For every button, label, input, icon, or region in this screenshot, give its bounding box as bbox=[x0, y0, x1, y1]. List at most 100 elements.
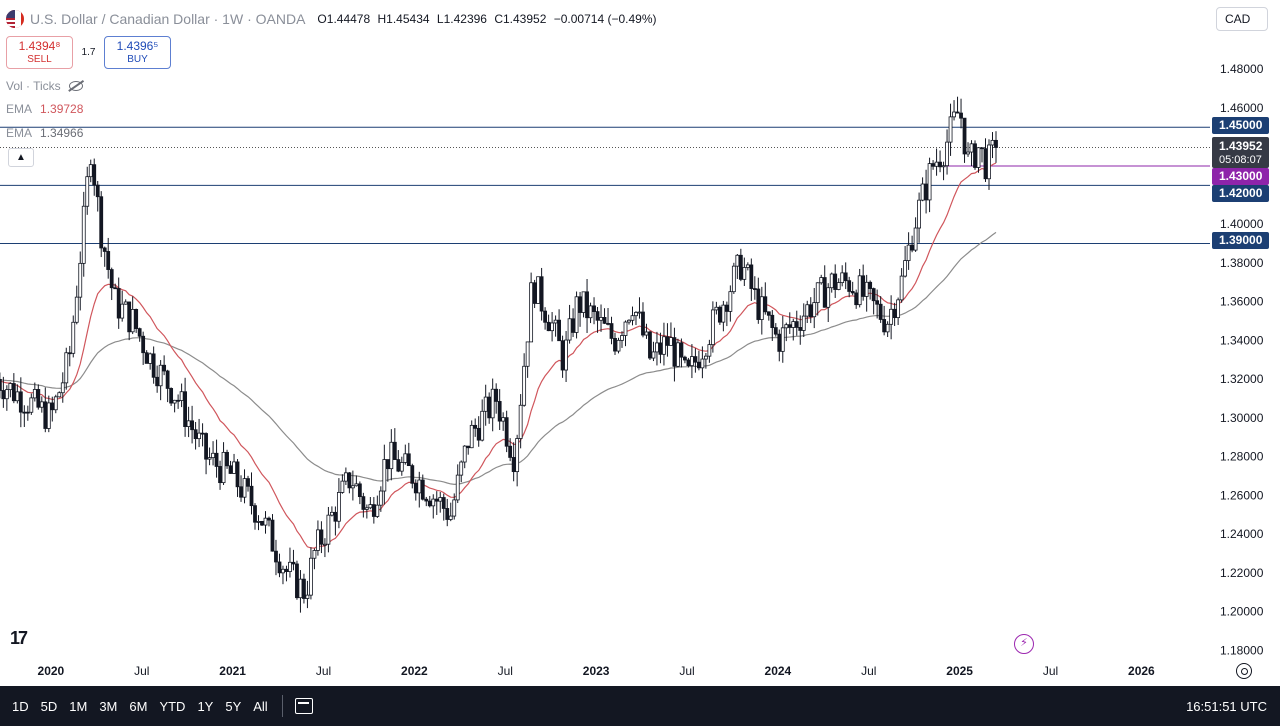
candle[interactable] bbox=[847, 276, 852, 298]
candle[interactable] bbox=[32, 382, 37, 402]
candle[interactable] bbox=[8, 382, 13, 398]
candle[interactable] bbox=[368, 496, 373, 510]
candle[interactable] bbox=[483, 384, 488, 426]
candle[interactable] bbox=[141, 331, 146, 365]
candle[interactable] bbox=[966, 142, 970, 157]
candle[interactable] bbox=[288, 547, 292, 578]
symbol-title[interactable]: U.S. Dollar / Canadian Dollar · 1W · OAN… bbox=[30, 11, 306, 27]
candle[interactable] bbox=[1, 376, 6, 408]
candle[interactable] bbox=[815, 282, 820, 316]
range-1y[interactable]: 1Y bbox=[197, 698, 214, 714]
candle[interactable] bbox=[857, 268, 862, 308]
candle[interactable] bbox=[144, 350, 149, 364]
candle[interactable] bbox=[602, 308, 607, 325]
candle[interactable] bbox=[106, 237, 111, 279]
candle[interactable] bbox=[22, 405, 27, 427]
candle[interactable] bbox=[179, 383, 184, 408]
candle[interactable] bbox=[78, 251, 83, 311]
candle[interactable] bbox=[794, 310, 799, 336]
candle[interactable] bbox=[592, 297, 596, 325]
candle[interactable] bbox=[581, 291, 586, 318]
candle[interactable] bbox=[193, 421, 198, 450]
candle[interactable] bbox=[616, 337, 621, 354]
candle[interactable] bbox=[630, 306, 635, 326]
candle[interactable] bbox=[735, 253, 740, 279]
candle[interactable] bbox=[703, 353, 708, 369]
candle[interactable] bbox=[759, 286, 764, 335]
candle[interactable] bbox=[46, 395, 51, 433]
candle[interactable] bbox=[312, 548, 317, 570]
candle[interactable] bbox=[361, 492, 366, 518]
candle[interactable] bbox=[763, 282, 768, 315]
candle[interactable] bbox=[906, 232, 911, 270]
candle[interactable] bbox=[714, 301, 719, 315]
candle[interactable] bbox=[983, 138, 988, 182]
candle[interactable] bbox=[546, 314, 551, 332]
candle[interactable] bbox=[634, 311, 638, 326]
candle[interactable] bbox=[553, 315, 558, 337]
candle[interactable] bbox=[843, 262, 848, 290]
candle[interactable] bbox=[501, 412, 506, 431]
candle[interactable] bbox=[462, 445, 467, 469]
candle[interactable] bbox=[672, 327, 677, 382]
candle[interactable] bbox=[113, 283, 118, 290]
candle[interactable] bbox=[511, 442, 516, 482]
candle[interactable] bbox=[323, 538, 327, 558]
candle[interactable] bbox=[50, 396, 55, 422]
candle[interactable] bbox=[221, 442, 226, 486]
candle[interactable] bbox=[742, 257, 747, 287]
candle[interactable] bbox=[574, 291, 579, 339]
candle[interactable] bbox=[43, 387, 48, 433]
range-all[interactable]: All bbox=[253, 698, 268, 714]
candle[interactable] bbox=[955, 96, 960, 114]
candle[interactable] bbox=[330, 506, 334, 517]
candle[interactable] bbox=[354, 475, 359, 487]
candle[interactable] bbox=[417, 471, 422, 508]
candle[interactable] bbox=[476, 416, 481, 447]
candle[interactable] bbox=[127, 301, 132, 341]
candle[interactable] bbox=[336, 478, 341, 529]
candle[interactable] bbox=[99, 191, 104, 258]
candle[interactable] bbox=[92, 158, 97, 196]
candle[interactable] bbox=[364, 504, 369, 519]
candle[interactable] bbox=[801, 303, 806, 337]
candle[interactable] bbox=[822, 265, 827, 308]
candle[interactable] bbox=[910, 235, 915, 253]
candle[interactable] bbox=[155, 365, 160, 393]
candle[interactable] bbox=[319, 521, 324, 554]
ema-slow-legend[interactable]: EMA 1.34966 bbox=[6, 124, 83, 142]
buy-button[interactable]: 1.4396⁵ BUY bbox=[104, 36, 171, 69]
candle[interactable] bbox=[840, 265, 845, 287]
candle[interactable] bbox=[749, 258, 754, 301]
candle[interactable] bbox=[773, 323, 778, 337]
candle[interactable] bbox=[214, 439, 219, 478]
candle[interactable] bbox=[595, 307, 600, 333]
candle[interactable] bbox=[973, 140, 977, 170]
candle[interactable] bbox=[302, 573, 306, 604]
candle[interactable] bbox=[270, 514, 275, 552]
candle[interactable] bbox=[228, 460, 233, 474]
candle[interactable] bbox=[469, 420, 474, 449]
candle[interactable] bbox=[599, 304, 603, 332]
range-ytd[interactable]: YTD bbox=[159, 698, 186, 714]
candle[interactable] bbox=[623, 320, 628, 347]
flash-icon[interactable]: ⚡ bbox=[1014, 634, 1034, 654]
candle[interactable] bbox=[609, 316, 614, 345]
candle[interactable] bbox=[473, 418, 478, 437]
candle[interactable] bbox=[309, 547, 313, 600]
utc-clock[interactable]: 16:51:51 UTC bbox=[1186, 698, 1267, 714]
volume-legend[interactable]: Vol · Ticks bbox=[6, 77, 83, 95]
candle[interactable] bbox=[403, 444, 408, 465]
candle[interactable] bbox=[378, 486, 383, 512]
candle[interactable] bbox=[676, 338, 680, 368]
candle[interactable] bbox=[931, 160, 935, 170]
candle[interactable] bbox=[731, 262, 736, 294]
candle[interactable] bbox=[399, 456, 404, 476]
candle[interactable] bbox=[109, 267, 114, 301]
candle[interactable] bbox=[805, 300, 810, 324]
candle[interactable] bbox=[683, 355, 687, 364]
candle[interactable] bbox=[186, 406, 191, 438]
candle[interactable] bbox=[959, 98, 963, 129]
candle[interactable] bbox=[85, 166, 90, 215]
